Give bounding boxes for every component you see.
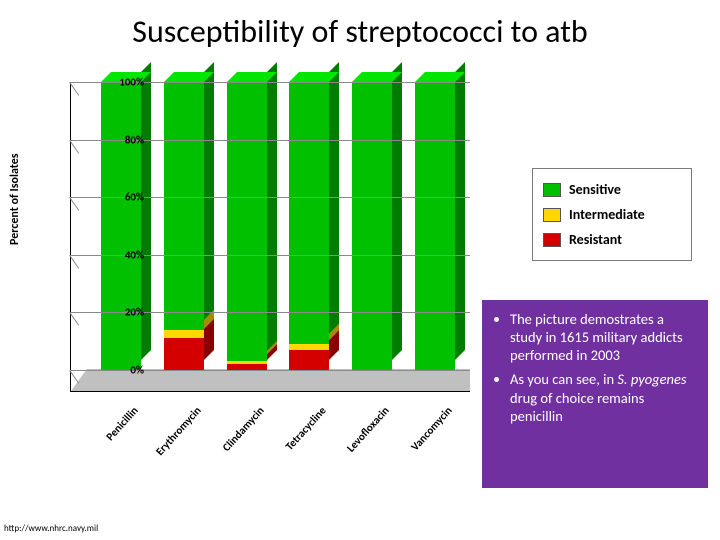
bar-front [352,82,392,370]
chart-container: Percent of Isolates PenicillinErythromyc… [12,80,492,500]
y-tick-label: 60% [96,191,144,204]
x-category-label: Penicillin [77,404,140,472]
bar-front [164,82,204,330]
bar-front [289,82,329,344]
legend-item-intermediate: Intermediate [543,202,681,227]
legend-label: Sensitive [569,181,621,198]
legend-item-sensitive: Sensitive [543,177,681,202]
x-category-label: Tetracycline [266,404,329,472]
legend-swatch-intermediate [543,208,561,222]
bar-front [289,344,329,350]
bar-segment-sensitive [415,82,455,370]
bar-side [204,62,214,320]
bar-segment-sensitive [289,82,329,344]
bar [164,82,204,370]
y-tick-label: 100% [96,76,144,89]
bar-segment-intermediate [164,330,204,339]
bars-layer [70,82,470,392]
bar-side [267,62,277,351]
x-category-labels: PenicillinErythromycinClindamycinTetracy… [70,396,470,496]
bar-side [455,62,465,360]
source-url: http://www.nhrc.navy.mil [4,523,98,534]
bar-segment-resistant [289,350,329,370]
caption-em: S. pyogenes [617,370,686,388]
legend-label: Resistant [569,231,622,248]
bar-front [227,82,267,361]
legend-label: Intermediate [569,206,645,223]
bar-front [164,330,204,339]
page-title: Susceptibility of streptococci to atb [0,0,720,51]
x-category-label: Levofloxacin [329,404,392,472]
caption-text: drug of choice remains penicillin [510,389,644,425]
legend-swatch-resistant [543,233,561,247]
bar-front [164,338,204,370]
bar [101,82,141,370]
bar [227,82,267,370]
x-category-label: Erythromycin [140,404,203,472]
bar-segment-resistant [164,338,204,370]
caption-box: The picture demostrates a study in 1615 … [482,300,708,488]
legend-item-resistant: Resistant [543,227,681,252]
bar-front [289,350,329,370]
y-axis-label: Percent of Isolates [8,153,22,245]
y-tick-label: 80% [96,133,144,146]
y-tick-label: 0% [96,364,144,377]
bar-segment-intermediate [289,344,329,350]
legend: Sensitive Intermediate Resistant [532,168,692,261]
bar [289,82,329,370]
bar-front [101,82,141,370]
bar-segment-sensitive [101,82,141,370]
caption-bullet: As you can see, in S. pyogenes drug of c… [510,370,698,424]
legend-swatch-sensitive [543,183,561,197]
bar [352,82,392,370]
y-tick-label: 20% [96,306,144,319]
x-category-label: Clindamycin [203,404,266,472]
bar-segment-sensitive [352,82,392,370]
bar-segment-intermediate [227,361,267,364]
bar-segment-sensitive [227,82,267,361]
caption-bullet: The picture demostrates a study in 1615 … [510,310,698,364]
bar-segment-sensitive [164,82,204,330]
bar-front [415,82,455,370]
caption-text: As you can see, in [510,370,617,388]
bar-front [227,361,267,364]
x-category-label: Vancomycin [392,404,455,472]
bar-side [392,62,402,360]
bar [415,82,455,370]
y-tick-label: 40% [96,248,144,261]
